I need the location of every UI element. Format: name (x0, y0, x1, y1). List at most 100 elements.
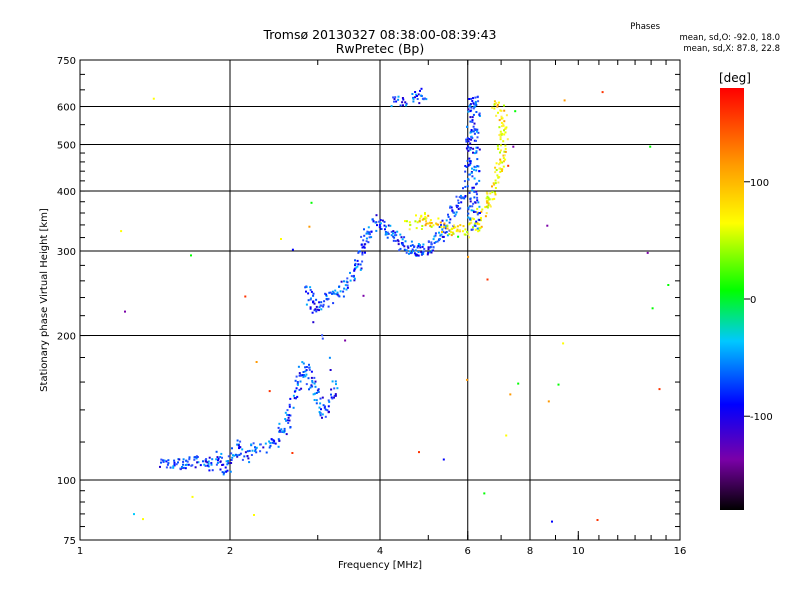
data-point (422, 252, 425, 255)
data-point (421, 97, 424, 100)
data-point (413, 245, 416, 248)
data-point (344, 284, 347, 287)
data-point (496, 174, 499, 177)
data-point (182, 466, 185, 469)
data-point (470, 171, 473, 174)
data-point (469, 104, 472, 107)
data-point (409, 252, 412, 255)
y-tick-label: 200 (57, 332, 76, 343)
data-point (470, 228, 473, 231)
data-point (278, 422, 281, 425)
data-point (317, 388, 320, 391)
data-point (173, 464, 176, 467)
data-point (384, 231, 387, 233)
data-point (254, 446, 256, 449)
data-point (325, 298, 328, 300)
x-tick-label: 6 (465, 546, 471, 557)
data-point (330, 396, 333, 399)
data-point (197, 461, 200, 464)
data-point (434, 241, 437, 243)
data-point (333, 292, 336, 295)
data-point (415, 93, 417, 96)
data-point (467, 149, 470, 152)
data-point (166, 463, 169, 466)
data-point (465, 147, 468, 150)
data-point (175, 463, 178, 466)
data-point (412, 96, 415, 99)
data-point (405, 102, 408, 105)
data-point (360, 243, 363, 246)
x-tick-label: 8 (527, 546, 533, 557)
data-point (467, 216, 470, 219)
data-point (207, 460, 210, 463)
data-point (208, 469, 211, 472)
data-point (343, 287, 346, 290)
data-point (503, 133, 506, 136)
data-point (422, 243, 425, 246)
data-point (442, 231, 445, 233)
data-point (507, 164, 510, 167)
data-point (278, 439, 281, 442)
data-point (305, 290, 307, 293)
data-point (302, 374, 305, 376)
data-point (328, 400, 331, 403)
data-point (353, 274, 355, 277)
data-point (390, 234, 393, 237)
data-point (319, 402, 322, 405)
data-point (486, 206, 489, 209)
data-point (254, 450, 257, 453)
data-point (305, 383, 308, 386)
data-point (319, 412, 322, 415)
data-point (427, 251, 430, 254)
data-point (194, 456, 197, 459)
data-point (311, 381, 314, 384)
data-point (485, 200, 488, 203)
data-point (372, 220, 375, 223)
data-point (439, 234, 442, 237)
data-point (468, 157, 471, 160)
data-point (457, 230, 460, 233)
data-point (414, 253, 417, 256)
data-point (473, 196, 476, 199)
data-point (188, 458, 191, 461)
data-point (419, 89, 421, 92)
data-point (395, 234, 398, 237)
data-point (469, 142, 472, 145)
data-point (232, 454, 234, 457)
data-point (204, 460, 207, 463)
data-point (334, 394, 337, 397)
data-point (465, 166, 468, 168)
data-point (442, 458, 445, 461)
y-tick-label: 75 (63, 536, 76, 547)
data-point (172, 465, 175, 468)
data-point (457, 235, 460, 238)
data-point (495, 162, 498, 165)
data-point (202, 460, 204, 463)
data-point (318, 306, 321, 309)
data-point (362, 294, 365, 297)
data-point (248, 461, 251, 464)
data-point (161, 459, 164, 462)
data-point (259, 443, 262, 446)
data-point (468, 98, 471, 100)
data-point (502, 160, 505, 163)
phase-info-o: mean, sd,O: -92.0, 18.0 (679, 33, 780, 43)
data-point (470, 135, 473, 138)
data-point (448, 233, 451, 236)
data-point (401, 243, 404, 246)
data-point (487, 196, 490, 199)
data-point (370, 236, 373, 239)
data-point (493, 103, 496, 106)
data-point (196, 456, 199, 458)
data-point (332, 302, 335, 305)
data-point (491, 185, 493, 188)
data-point (464, 228, 467, 231)
data-point (379, 219, 382, 221)
data-point (471, 119, 474, 122)
data-point (424, 224, 427, 227)
data-point (473, 211, 475, 213)
data-point (331, 397, 334, 400)
data-point (221, 471, 224, 474)
data-point (464, 185, 467, 188)
data-point (239, 452, 242, 455)
